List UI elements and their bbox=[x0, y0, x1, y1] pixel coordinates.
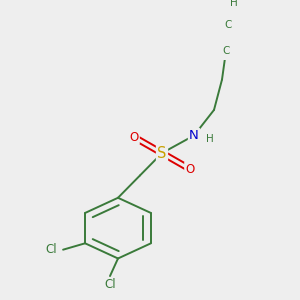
Text: S: S bbox=[157, 146, 167, 160]
Text: N: N bbox=[189, 129, 199, 142]
Text: O: O bbox=[129, 130, 139, 144]
Text: C: C bbox=[224, 20, 232, 30]
Text: Cl: Cl bbox=[104, 278, 116, 291]
Text: C: C bbox=[222, 46, 230, 56]
Text: H: H bbox=[230, 0, 238, 8]
Text: H: H bbox=[206, 134, 214, 144]
Text: Cl: Cl bbox=[45, 243, 57, 256]
Text: O: O bbox=[185, 163, 195, 176]
